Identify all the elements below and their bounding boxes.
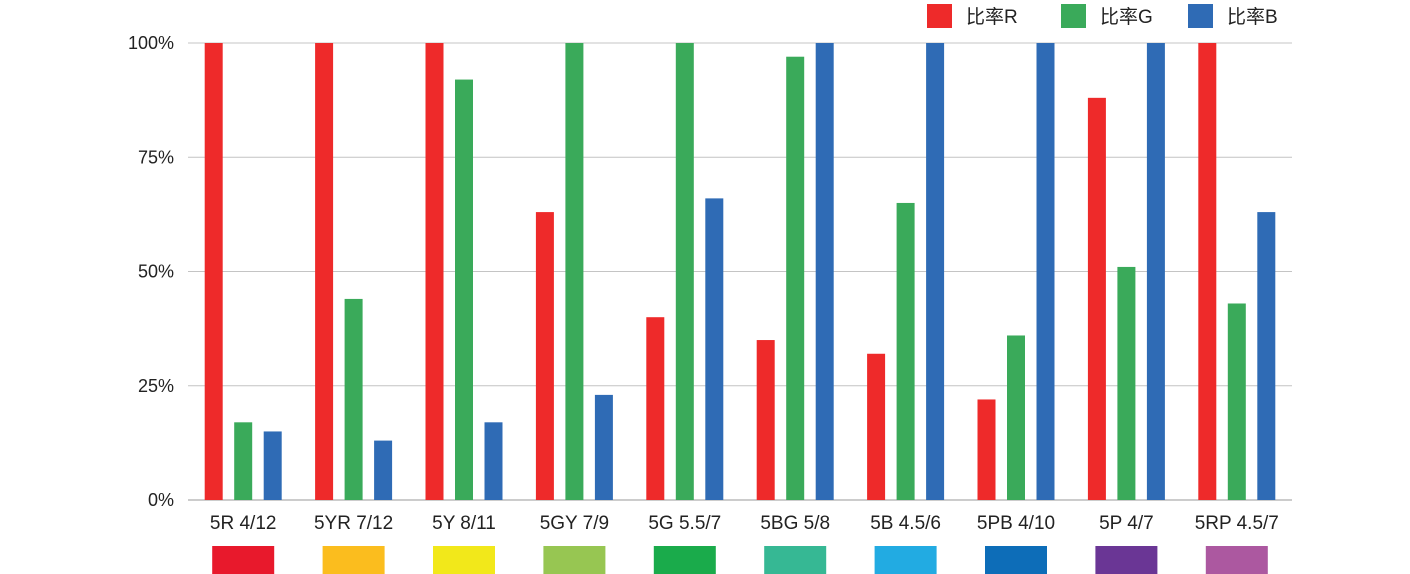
legend-swatch [1061,4,1086,28]
gridlines [188,42,1292,501]
x-tick-label: 5R 4/12 [210,513,277,534]
legend-label: 比率B [1227,6,1278,28]
bar [535,212,554,500]
x-axis-labels: 5R 4/12 5YR 7/12 5Y 8/11 5GY 7/9 5G 5.5/7 5BG… [210,513,1279,534]
bar [786,56,805,501]
bar [756,340,775,500]
color-swatch [543,546,606,574]
bar [977,399,996,500]
x-tick-label: 5RP 4.5/7 [1195,513,1279,534]
y-axis-ticks: 0% 25% 50% 75% 100% [128,33,174,510]
color-swatch [653,546,716,574]
color-swatch [764,546,827,574]
bar [315,43,334,500]
bar [565,43,584,500]
bar [926,43,945,500]
bar [484,422,503,500]
color-swatch [433,546,495,574]
x-tick-label: 5Y 8/11 [432,513,496,534]
color-swatch [212,546,275,574]
color-swatch [985,546,1047,574]
bar [867,353,886,500]
legend-label: 比率R [966,6,1018,28]
x-tick-label: 5GY 7/9 [540,513,609,534]
bar [344,298,363,500]
x-tick-label: 5YR 7/12 [314,513,393,534]
bar [1257,212,1276,500]
legend-swatch [927,4,952,28]
bar [1117,266,1136,500]
bar [1007,335,1025,500]
bar [234,422,253,500]
x-tick-label: 5PB 4/10 [977,513,1055,534]
bar [1036,43,1055,500]
bar [425,43,444,500]
bar [455,79,473,500]
y-tick-label: 25% [138,376,174,396]
color-swatch [874,546,937,574]
bar [374,440,393,500]
bar [1227,303,1246,500]
color-swatch [322,546,385,574]
legend: 比率R 比率G 比率B [927,4,1278,28]
bar [204,43,223,500]
color-swatches [212,546,1268,574]
bar [896,202,915,500]
y-tick-label: 0% [148,490,174,510]
y-tick-label: 75% [138,147,174,167]
bars [204,43,1276,501]
bar [594,394,613,500]
color-swatch [1205,546,1268,574]
x-tick-label: 5P 4/7 [1099,513,1154,534]
bar [705,198,724,500]
bar [815,43,834,500]
bar [263,431,282,500]
bar [675,43,694,500]
bar [1146,43,1165,500]
color-swatch [1095,546,1158,574]
y-tick-label: 100% [128,33,174,53]
bar [1087,97,1106,500]
legend-label: 比率G [1100,6,1153,28]
x-tick-label: 5BG 5/8 [760,513,830,534]
x-tick-label: 5G 5.5/7 [648,513,721,534]
bar [1198,43,1217,500]
y-tick-label: 50% [138,262,174,282]
legend-swatch [1188,4,1213,28]
bar [646,317,665,500]
x-tick-label: 5B 4.5/6 [870,513,941,534]
